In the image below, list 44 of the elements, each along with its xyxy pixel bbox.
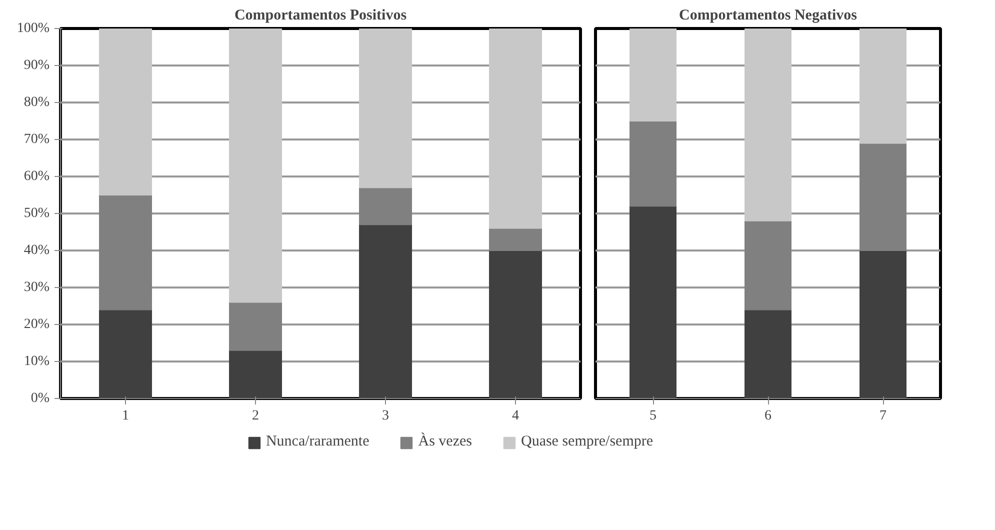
bar (359, 187, 412, 226)
bar (630, 28, 676, 122)
y-tick-label: 0% (30, 391, 50, 406)
bar (229, 350, 282, 398)
bar (99, 28, 152, 196)
y-tick-label: 30% (24, 280, 50, 295)
bar (489, 228, 542, 251)
y-tick-label: 40% (24, 243, 50, 258)
y-tick-label: 10% (24, 354, 50, 369)
legend-label: Quase sempre/sempre (520, 434, 654, 450)
x-tick-label: 1 (122, 408, 129, 424)
y-tick-label: 100% (16, 21, 50, 36)
bar (489, 250, 542, 398)
bar (489, 28, 542, 229)
y-tick-label: 20% (24, 317, 50, 332)
bar (229, 302, 282, 351)
bar (860, 142, 906, 251)
x-tick-label: 5 (650, 408, 656, 424)
y-tick-label: 80% (24, 95, 50, 110)
bar (359, 224, 412, 398)
y-tick-label: 90% (24, 58, 50, 73)
chart-title: Comportamentos Negativos (679, 8, 858, 24)
bar (744, 309, 792, 398)
y-tick-label: 60% (24, 169, 50, 184)
y-tick-label: 70% (24, 132, 50, 147)
bar (99, 309, 152, 398)
chart-title: Comportamentos Positivos (234, 8, 407, 24)
y-tick-label: 50% (24, 206, 50, 221)
bar (860, 250, 906, 398)
bar (744, 28, 792, 222)
bar (359, 28, 412, 188)
x-tick-label: 4 (512, 408, 519, 424)
x-tick-label: 2 (252, 408, 259, 424)
x-tick-label: 3 (382, 408, 389, 424)
bar (860, 28, 906, 144)
x-tick-label: 7 (880, 408, 886, 424)
x-tick-label: 6 (764, 408, 772, 424)
bar (630, 206, 676, 398)
bar (744, 220, 792, 310)
bar (229, 28, 282, 303)
legend-label: Nunca/raramente (266, 434, 370, 450)
bar (99, 194, 152, 310)
legend-label: Às vezes (418, 434, 472, 450)
bar (630, 120, 676, 207)
